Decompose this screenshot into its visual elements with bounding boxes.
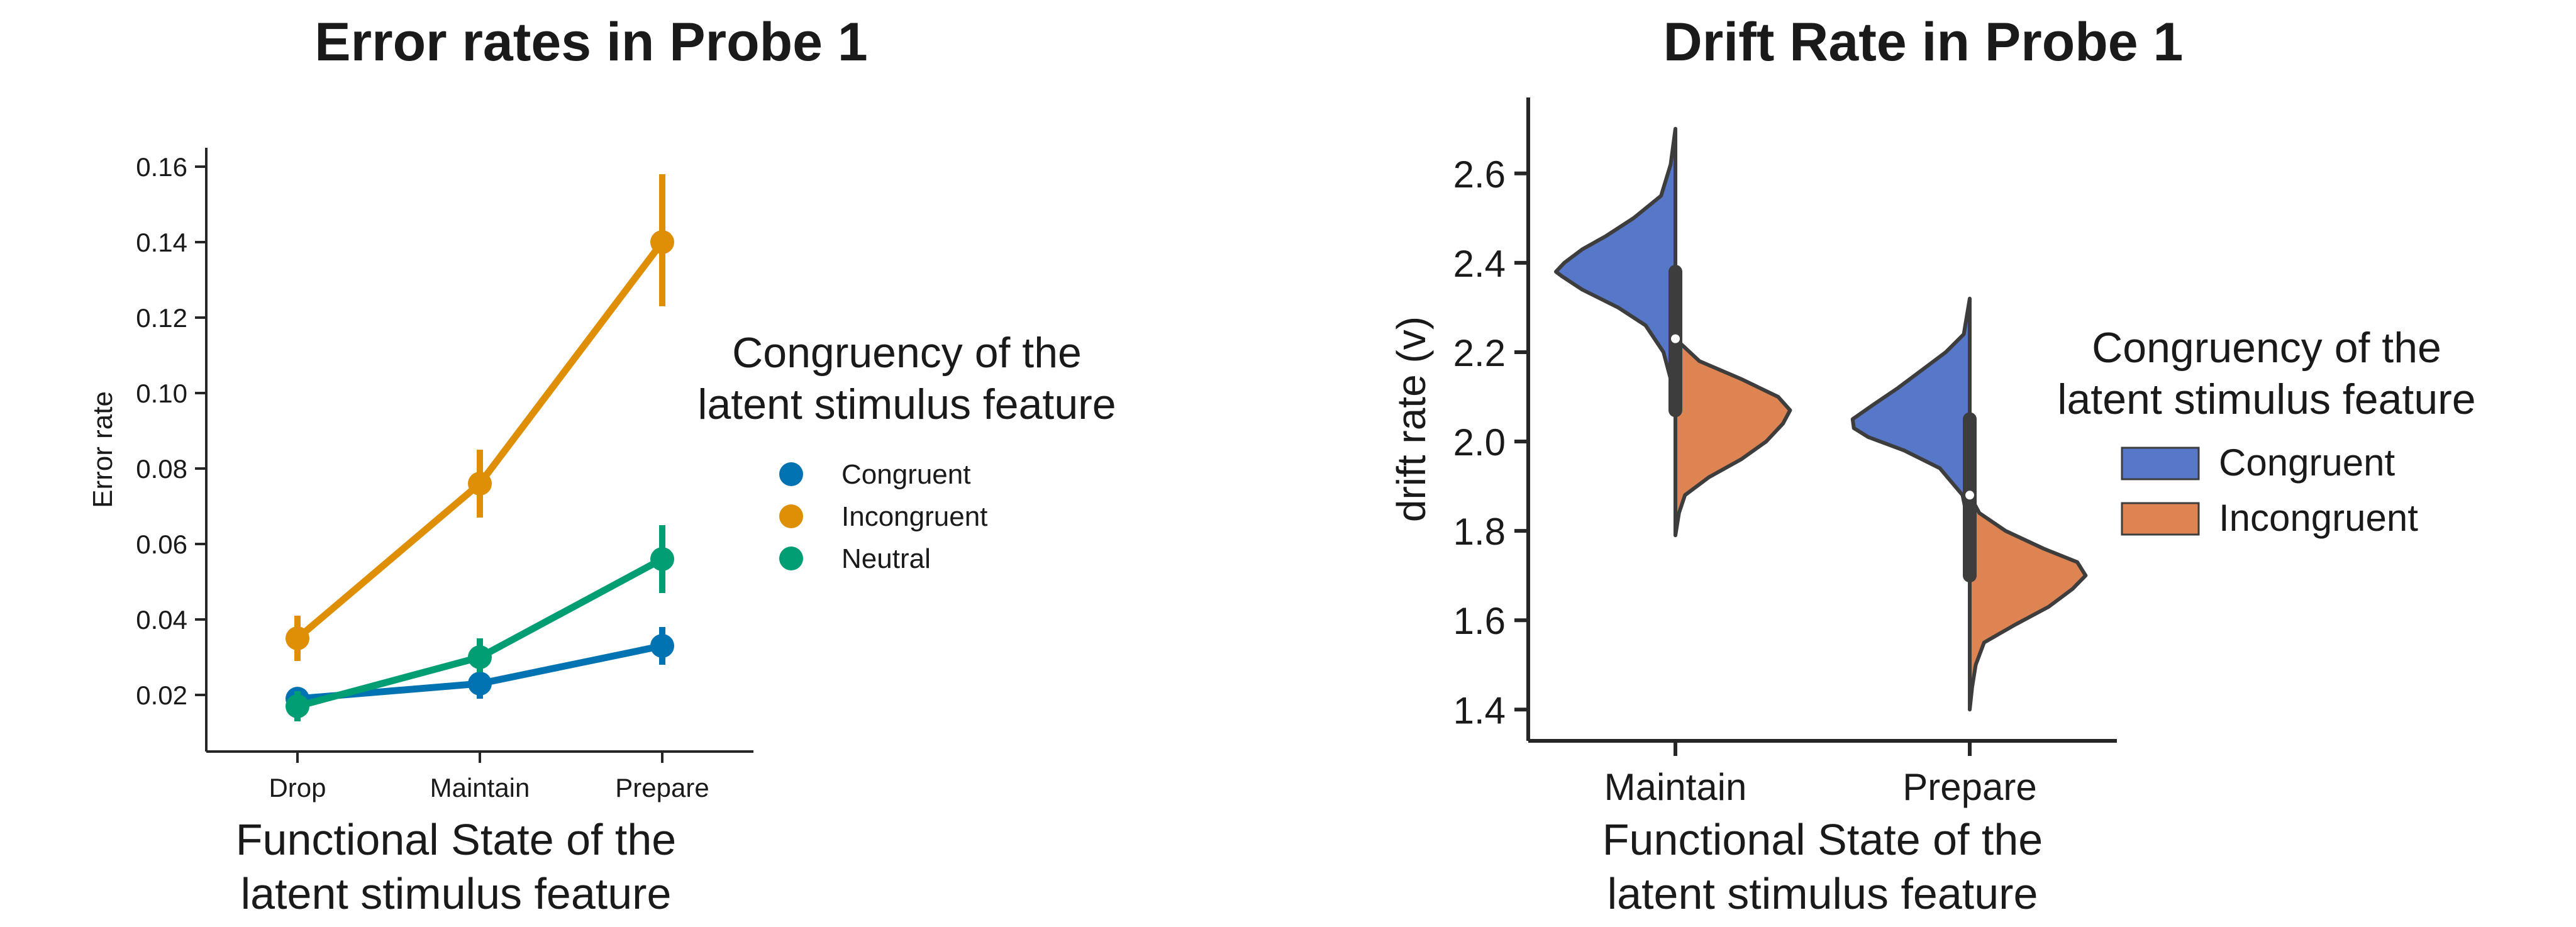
y-tick-label: 0.12 [136, 303, 187, 333]
legend-label: Congruent [2219, 441, 2396, 484]
legend-swatch [2121, 502, 2200, 536]
y-tick-label: 0.16 [136, 152, 187, 182]
legend-title: Congruency of the latent stimulus featur… [2057, 322, 2475, 425]
violin-half-incongruent [1674, 323, 1792, 538]
drift-rate-chart: 1.4 1.6 1.8 2.0 2.2 2.4 2.6 Maintain Prepare drif… [1389, 97, 2418, 808]
legend-title-line-2: latent stimulus feature [697, 380, 1116, 428]
y-tick-label: 1.8 [1453, 511, 1506, 553]
y-tick-label: 0.08 [136, 454, 187, 484]
legend-label: Incongruent [841, 501, 987, 532]
violin-half-congruent [1850, 296, 1972, 533]
series-line [295, 240, 665, 641]
y-tick-label: 0.04 [136, 605, 187, 635]
data-point [286, 694, 309, 718]
y-tick-label: 2.4 [1453, 243, 1506, 285]
series-incongruent [286, 174, 674, 661]
y-tick-label: 0.14 [136, 228, 187, 257]
data-point [650, 547, 674, 571]
x-axis-title: Functional State of the latent stimulus … [1602, 813, 2043, 921]
data-point [468, 645, 492, 669]
chart-title: Drift Rate in Probe 1 [1663, 12, 2184, 72]
legend-title-line-1: Congruency of the [2092, 324, 2441, 372]
drift-rate-panel: Drift Rate in Probe 1 1.4 1.6 1.8 2.0 2.2 2.4… [1288, 0, 2576, 927]
y-tick-label: 1.6 [1453, 600, 1506, 642]
y-axis-title: Error rate [87, 391, 118, 508]
data-point [650, 230, 674, 254]
legend-marker [779, 462, 803, 486]
legend-title-line-1: Congruency of the [732, 329, 1082, 377]
legend-marker [779, 547, 803, 570]
error-rates-chart: 0.02 0.04 0.06 0.08 0.10 0.12 0.14 0.16 Drop Main… [87, 148, 987, 802]
y-tick-label: 0.10 [136, 379, 187, 408]
legend-marker [779, 504, 803, 528]
legend-title: Congruency of the latent stimulus featur… [697, 327, 1116, 430]
y-tick-label: 2.0 [1453, 421, 1506, 464]
x-tick-label: Maintain [1604, 766, 1747, 808]
x-tick-label: Prepare [1902, 766, 2036, 808]
data-point [468, 672, 492, 696]
x-tick-label: Drop [269, 773, 326, 802]
x-tick-label: Maintain [430, 773, 530, 802]
x-axis-title-line-2: latent stimulus feature [240, 869, 672, 918]
violin-median-marker [1965, 491, 1974, 500]
data-point [468, 472, 492, 496]
chart-title: Error rates in Probe 1 [314, 12, 868, 72]
data-point [650, 634, 674, 658]
x-axis-title-line-1: Functional State of the [1602, 815, 2043, 864]
data-point [286, 626, 309, 650]
legend-swatch [2121, 447, 2200, 480]
violin-half-incongruent [1968, 493, 2088, 712]
legend-title-line-2: latent stimulus feature [2057, 375, 2476, 423]
violin-median-marker [1671, 334, 1680, 343]
legend-label: Neutral [841, 543, 931, 574]
x-axis-title: Functional State of the latent stimulus … [236, 813, 676, 921]
y-tick-label: 0.02 [136, 680, 187, 710]
error-rates-panel: Error rates in Probe 1 0.02 0.04 0.06 0.08 0… [87, 12, 1116, 921]
legend-label: Congruent [841, 459, 970, 490]
y-tick-label: 0.06 [136, 530, 187, 559]
violin-maintain [1554, 126, 1792, 538]
series-neutral [286, 525, 674, 721]
violin-prepare [1850, 296, 2088, 712]
y-tick-label: 1.4 [1453, 689, 1506, 731]
x-axis-title-line-1: Functional State of the [235, 815, 677, 864]
y-tick-label: 2.6 [1453, 153, 1506, 196]
y-tick-label: 2.2 [1453, 332, 1506, 374]
x-tick-label: Prepare [615, 773, 709, 802]
legend-label: Incongruent [2219, 497, 2418, 539]
violin-half-congruent [1554, 126, 1677, 399]
x-axis-title-line-2: latent stimulus feature [1607, 869, 2038, 918]
y-axis-title: drift rate (v) [1389, 316, 1434, 522]
